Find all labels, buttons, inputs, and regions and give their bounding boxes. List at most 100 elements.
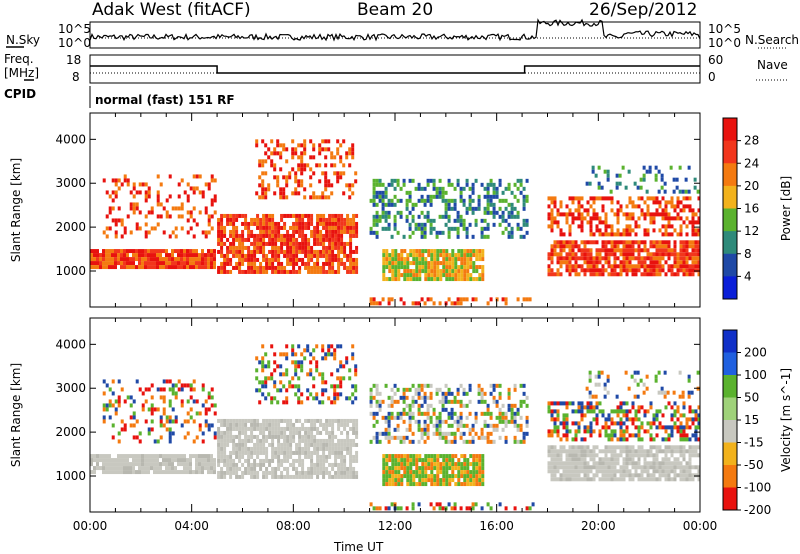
data-cell xyxy=(670,196,674,201)
data-cell xyxy=(247,253,251,258)
data-cell xyxy=(682,240,686,245)
data-cell xyxy=(550,457,554,462)
data-cell xyxy=(123,399,127,404)
data-cell xyxy=(345,155,349,160)
data-cell xyxy=(277,257,281,262)
data-cell xyxy=(468,411,472,416)
data-cell xyxy=(472,253,476,258)
data-cell xyxy=(111,218,115,223)
data-cell xyxy=(120,419,124,424)
data-cell xyxy=(129,423,133,428)
data-cell xyxy=(264,380,268,385)
colorbar-segment xyxy=(723,163,737,187)
data-cell xyxy=(622,465,626,470)
data-cell xyxy=(141,265,144,270)
data-cell xyxy=(316,462,320,467)
data-cell xyxy=(619,405,623,410)
data-cell xyxy=(256,454,260,459)
data-cell xyxy=(397,462,401,467)
data-cell xyxy=(460,249,464,254)
data-cell xyxy=(616,461,620,466)
data-cell xyxy=(418,478,422,483)
data-cell xyxy=(631,228,635,233)
data-cell xyxy=(522,194,526,199)
data-cell xyxy=(340,229,344,234)
data-cell xyxy=(310,213,314,218)
data-cell xyxy=(481,454,485,459)
data-cell xyxy=(186,194,190,199)
data-cell xyxy=(433,482,437,487)
data-cell xyxy=(601,196,605,201)
data-cell xyxy=(574,208,578,213)
data-cell xyxy=(619,252,623,257)
data-cell xyxy=(238,233,242,238)
data-cell xyxy=(673,240,677,245)
data-cell xyxy=(319,241,323,246)
data-cell xyxy=(201,466,204,471)
data-cell xyxy=(394,474,398,479)
data-cell xyxy=(637,252,641,257)
data-cell xyxy=(99,458,102,463)
data-cell xyxy=(574,272,578,277)
data-cell xyxy=(201,462,204,467)
data-cell xyxy=(441,391,445,396)
data-cell xyxy=(411,178,415,183)
data-cell xyxy=(132,206,136,211)
data-cell xyxy=(595,413,599,418)
data-cell xyxy=(682,477,686,482)
data-cell xyxy=(400,466,404,471)
data-cell xyxy=(258,183,262,188)
data-cell xyxy=(265,450,269,455)
data-cell xyxy=(589,477,593,482)
data-cell xyxy=(250,438,254,443)
data-cell xyxy=(547,445,551,450)
data-cell xyxy=(453,439,457,444)
data-cell xyxy=(292,438,296,443)
data-cell xyxy=(601,449,605,454)
data-cell xyxy=(286,253,290,258)
data-cell xyxy=(465,403,469,408)
data-cell xyxy=(408,198,412,203)
data-cell xyxy=(621,165,625,170)
data-cell xyxy=(277,450,281,455)
data-cell xyxy=(352,249,356,254)
data-cell xyxy=(577,196,581,201)
data-cell xyxy=(108,257,111,262)
data-cell xyxy=(631,240,635,245)
data-cell xyxy=(316,450,320,455)
data-cell xyxy=(268,229,272,234)
data-cell xyxy=(261,364,265,369)
data-cell xyxy=(480,234,484,239)
data-cell xyxy=(601,272,605,277)
data-cell xyxy=(613,461,617,466)
data-cell xyxy=(613,272,617,277)
data-cell xyxy=(613,252,617,257)
data-cell xyxy=(297,183,301,188)
data-cell xyxy=(601,240,605,245)
data-cell xyxy=(631,268,635,273)
data-cell xyxy=(637,268,641,273)
data-cell xyxy=(625,425,629,430)
data-cell xyxy=(646,248,650,253)
data-cell xyxy=(628,224,632,229)
data-cell xyxy=(631,216,635,221)
data-cell xyxy=(274,257,278,262)
data-cell xyxy=(394,265,398,270)
data-cell xyxy=(267,392,271,397)
data-cell xyxy=(280,474,284,479)
data-cell xyxy=(114,230,118,235)
data-cell xyxy=(268,257,272,262)
data-cell xyxy=(294,179,298,184)
data-cell xyxy=(310,426,314,431)
data-cell xyxy=(423,222,427,227)
data-cell xyxy=(292,269,296,274)
data-cell xyxy=(478,466,482,471)
data-cell xyxy=(625,268,629,273)
data-cell xyxy=(688,465,692,470)
data-cell xyxy=(292,261,296,266)
data-cell xyxy=(415,261,419,266)
data-cell xyxy=(394,273,398,278)
data-cell xyxy=(441,419,445,424)
data-cell xyxy=(619,469,623,474)
data-cell xyxy=(625,240,629,245)
